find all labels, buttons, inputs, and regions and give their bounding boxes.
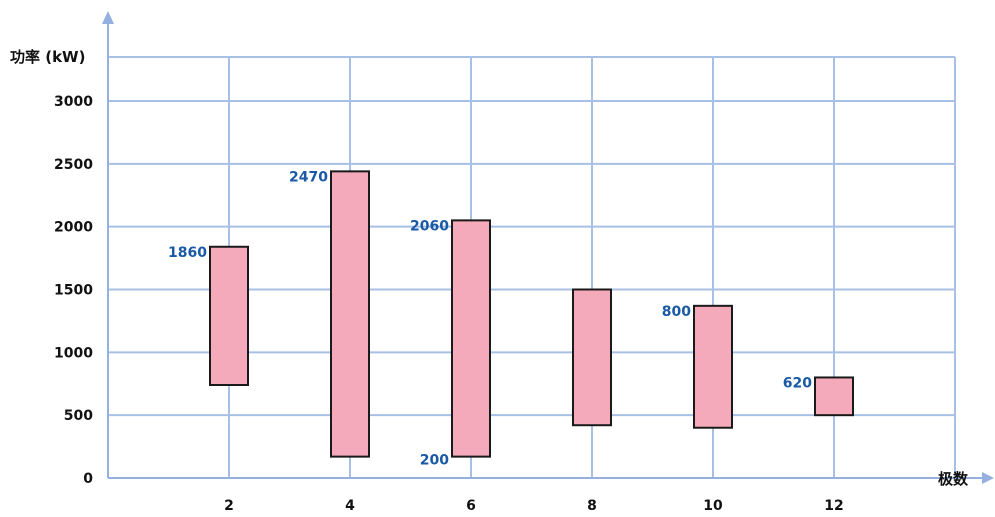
x-tick-label: 6 — [466, 498, 476, 514]
annotations: 1860 2470 2060 200 800 620 — [168, 169, 812, 468]
y-tick-labels: 0 500 1000 1500 2000 2500 3000 — [54, 94, 93, 487]
y-axis-label: 功率 (kW) — [10, 48, 85, 66]
x-tick-label: 8 — [587, 498, 597, 514]
range-bar — [209, 245, 249, 387]
value-annotation: 2060 — [410, 218, 449, 234]
x-axis-arrow — [982, 472, 994, 484]
x-tick-label: 2 — [224, 498, 234, 514]
value-annotation: 800 — [662, 304, 691, 320]
axes — [102, 11, 994, 484]
y-tick-label: 0 — [83, 471, 93, 487]
value-annotation: 2470 — [289, 169, 328, 185]
grid — [108, 56, 956, 478]
x-axis-label: 极数 — [938, 470, 969, 488]
range-bar — [693, 304, 733, 429]
value-annotation: 1860 — [168, 245, 207, 261]
range-bar — [572, 288, 612, 427]
value-annotation: 200 — [420, 453, 449, 469]
range-bar — [451, 219, 491, 458]
y-tick-label: 1500 — [54, 282, 93, 298]
x-tick-label: 10 — [703, 498, 723, 514]
x-tick-labels: 2 4 6 8 10 12 — [224, 498, 844, 514]
x-tick-label: 12 — [824, 498, 843, 514]
y-tick-label: 1000 — [54, 345, 93, 361]
range-bar — [814, 376, 854, 417]
value-annotation: 620 — [783, 375, 812, 391]
y-tick-label: 3000 — [54, 94, 93, 110]
bars — [209, 170, 854, 458]
y-tick-label: 2500 — [54, 157, 93, 173]
y-tick-label: 500 — [64, 408, 93, 424]
x-tick-label: 4 — [345, 498, 355, 514]
y-tick-label: 2000 — [54, 220, 93, 236]
range-bar — [330, 170, 370, 458]
y-axis-arrow — [102, 11, 114, 24]
